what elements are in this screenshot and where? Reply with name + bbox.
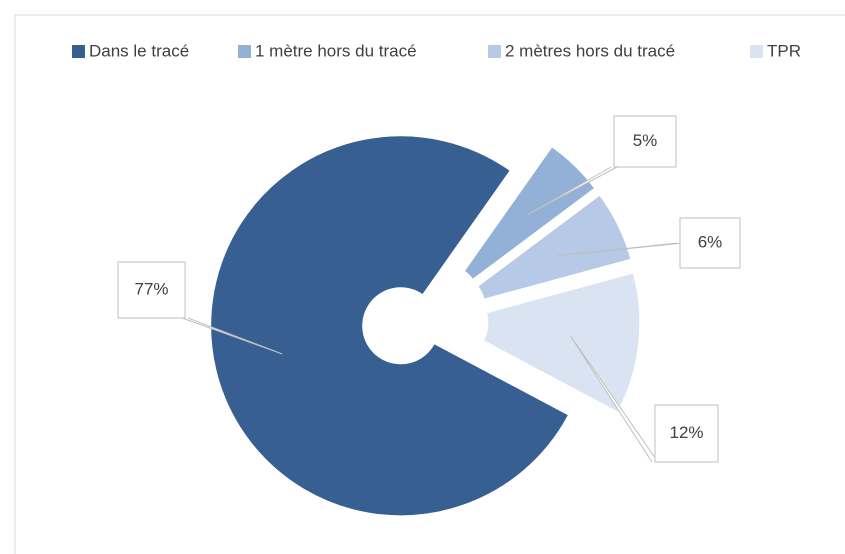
donut-slice xyxy=(482,272,641,413)
legend-label: Dans le tracé xyxy=(89,41,189,60)
legend-swatch xyxy=(72,45,85,58)
data-label-box xyxy=(654,404,719,463)
donut-slice xyxy=(210,135,570,517)
data-label: 5% xyxy=(633,131,658,150)
data-label: 12% xyxy=(669,423,703,442)
data-label: 77% xyxy=(134,279,168,298)
data-label-box xyxy=(117,261,186,319)
legend-label: 1 mètre hors du tracé xyxy=(255,41,417,60)
leader-line xyxy=(181,317,283,355)
data-label: 6% xyxy=(698,232,723,251)
leader-line xyxy=(526,166,618,216)
data-label-box xyxy=(613,115,677,168)
leader-line xyxy=(570,336,659,463)
chart-frame xyxy=(14,14,845,554)
legend-swatch xyxy=(238,45,251,58)
legend-label: TPR xyxy=(767,41,801,60)
legend-swatch xyxy=(750,45,763,58)
donut-slice xyxy=(477,194,632,300)
data-label-box xyxy=(679,217,741,269)
legend-label: 2 mètres hors du tracé xyxy=(505,41,675,60)
legend-swatch xyxy=(488,45,501,58)
